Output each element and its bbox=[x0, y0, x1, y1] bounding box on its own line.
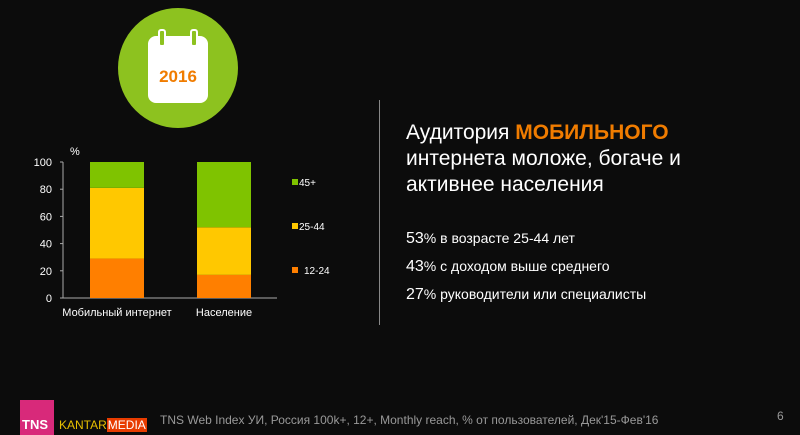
stat-item: 53% в возрасте 25-44 лет bbox=[406, 230, 575, 248]
bar-segment-45+ bbox=[90, 162, 144, 188]
divider bbox=[379, 100, 380, 325]
bar-segment-45+ bbox=[197, 162, 251, 228]
y-tick-label: 20 bbox=[40, 266, 52, 278]
legend-swatch bbox=[292, 267, 298, 273]
x-tick-label: Мобильный интернет bbox=[62, 307, 171, 319]
y-tick-label: 0 bbox=[46, 293, 52, 305]
legend-label: 25-44 bbox=[299, 222, 325, 233]
legend-label: 45+ bbox=[299, 178, 316, 189]
legend-swatch bbox=[292, 223, 298, 229]
headline-line2: интернета моложе, богаче и bbox=[406, 147, 681, 170]
stacked-bar-chart: % 0 20 40 60 80 100 Мобильный интернет Население… bbox=[34, 146, 330, 319]
headline-highlight: МОБИЛЬНОГО bbox=[515, 121, 669, 144]
stat-value: 43 bbox=[406, 258, 424, 275]
y-axis-label: % bbox=[70, 146, 80, 158]
y-tick-label: 80 bbox=[40, 184, 52, 196]
x-tick-label: Население bbox=[196, 307, 252, 319]
stat-item: 43% с доходом выше среднего bbox=[406, 258, 610, 276]
page-number: 6 bbox=[777, 409, 784, 423]
legend-label: 12-24 bbox=[304, 266, 330, 277]
stat-text: % в возрасте 25-44 лет bbox=[423, 230, 575, 246]
calendar-ring-icon bbox=[158, 29, 166, 47]
stat-item: 27% руководители или специалисты bbox=[406, 286, 646, 304]
tns-logo: TNS bbox=[20, 400, 54, 435]
legend-swatch bbox=[292, 179, 298, 185]
tns-logo-text: TNS bbox=[22, 417, 48, 432]
kantar-media-logo: KANTARMEDIA bbox=[59, 418, 147, 432]
stat-text: % руководители или специалисты bbox=[423, 286, 647, 302]
media-text: MEDIA bbox=[106, 418, 147, 432]
headline: Аудитория МОБИЛЬНОГО интернета моложе, б… bbox=[406, 120, 681, 198]
bar-segment-25-44 bbox=[90, 187, 144, 259]
stat-value: 53 bbox=[406, 230, 424, 247]
calendar-icon: 2016 bbox=[148, 29, 208, 103]
stat-value: 27 bbox=[406, 286, 424, 303]
kantar-text: KANTAR bbox=[59, 418, 107, 432]
bar-segment-12-24 bbox=[90, 258, 144, 298]
headline-line3: активнее населения bbox=[406, 173, 604, 196]
calendar-badge: 2016 bbox=[118, 8, 238, 128]
calendar-ring-icon bbox=[190, 29, 198, 47]
bar-segment-25-44 bbox=[197, 227, 251, 275]
stat-text: % с доходом выше среднего bbox=[423, 258, 610, 274]
y-tick-label: 40 bbox=[40, 239, 52, 251]
badge-year: 2016 bbox=[159, 67, 197, 86]
y-tick-label: 100 bbox=[34, 157, 52, 169]
bar-segment-12-24 bbox=[197, 274, 251, 298]
source-note: TNS Web Index УИ, Россия 100k+, 12+, Mon… bbox=[160, 413, 659, 427]
y-tick-label: 60 bbox=[40, 211, 52, 223]
headline-pre: Аудитория bbox=[406, 121, 516, 144]
